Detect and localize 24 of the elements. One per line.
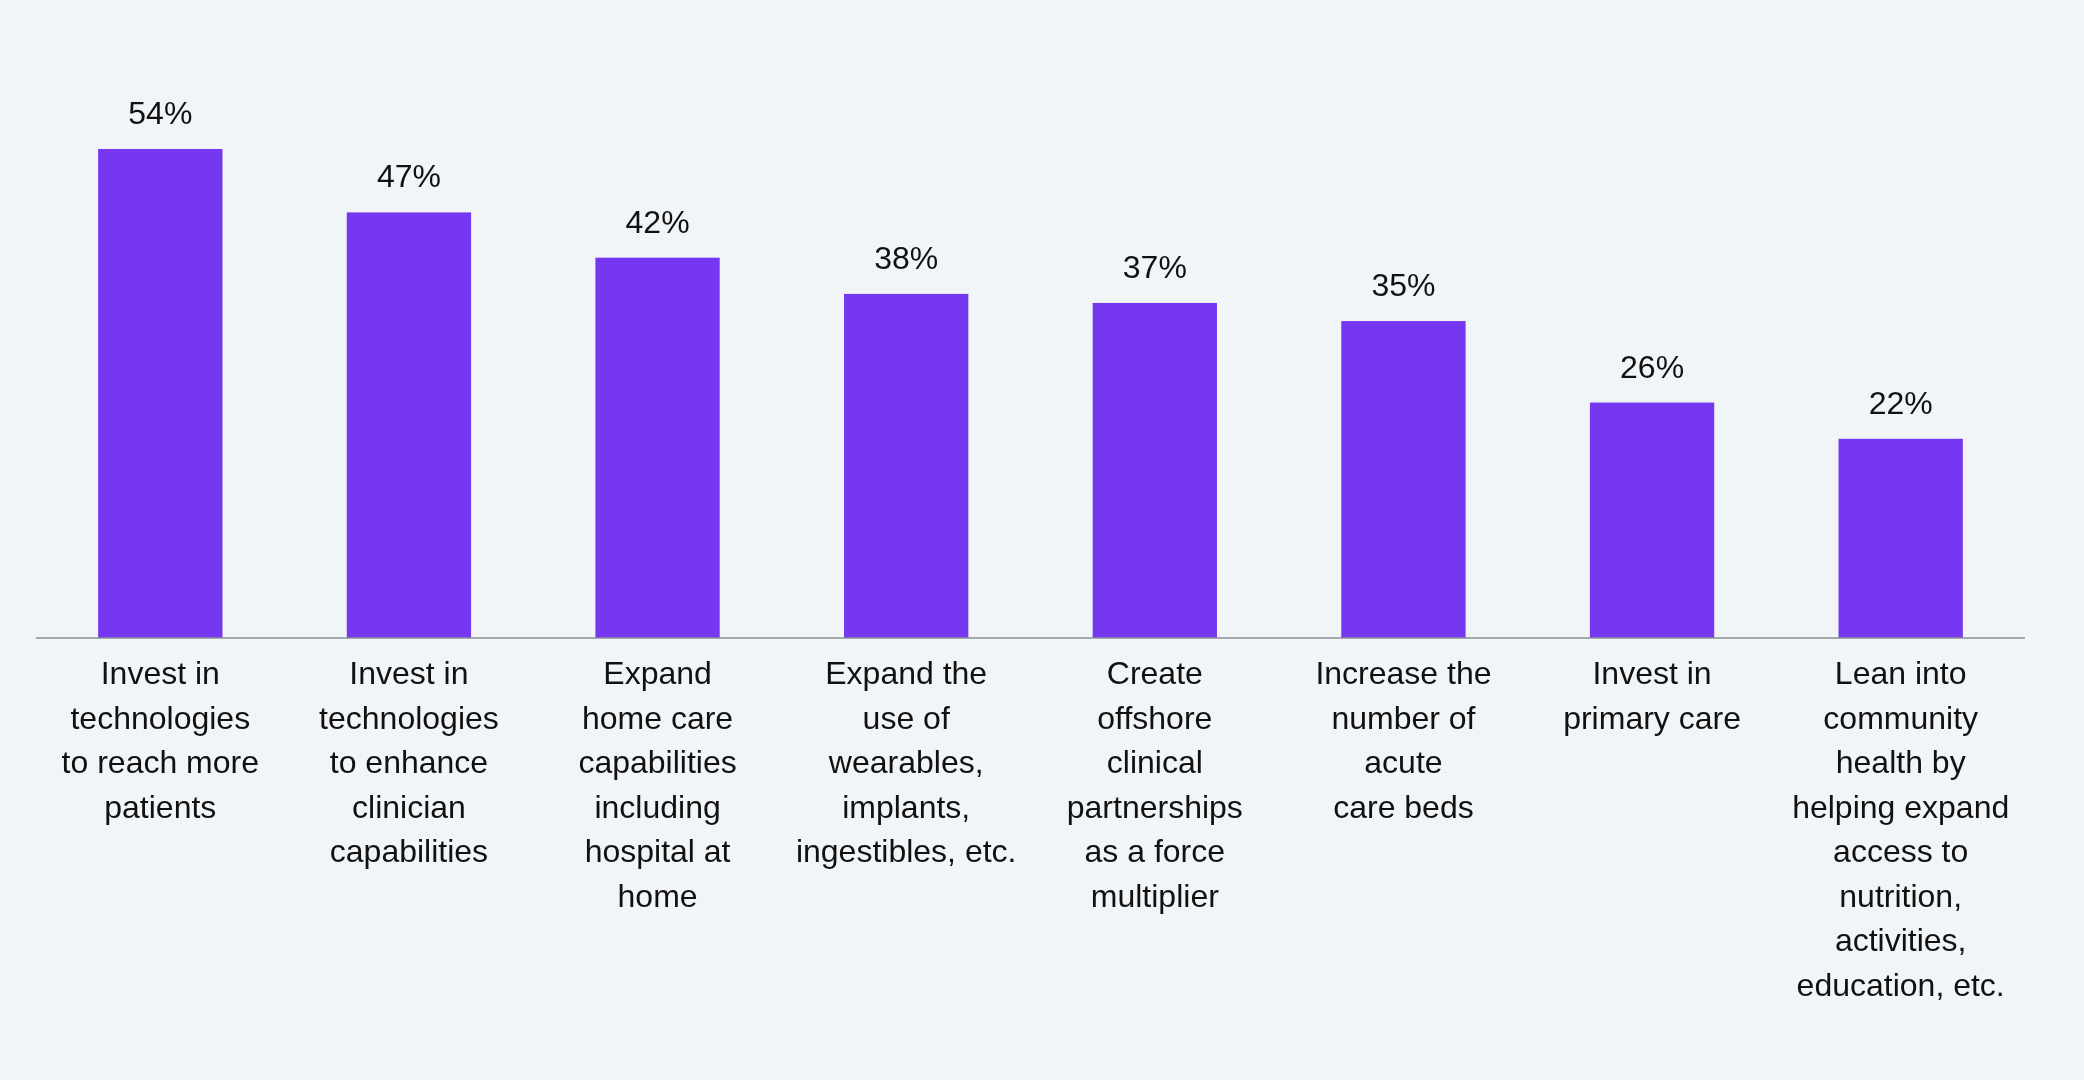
bar <box>98 149 223 638</box>
data-label: 35% <box>1371 267 1436 304</box>
x-tick-label: Invest in technologies to enhance clinician capabilities <box>319 655 499 869</box>
data-label: 26% <box>1620 348 1685 385</box>
x-tick-label: Expand home care capabilities including hospital at home <box>578 655 737 914</box>
x-tick-label: Lean into community health by helping expand access to nutrition, activities, education, etc. <box>1792 655 2010 1003</box>
bar <box>1589 402 1715 638</box>
x-tick-label: Invest in technologies to reach more patients <box>61 655 260 825</box>
x-tick-label: Invest in primary care <box>1563 655 1741 736</box>
data-label: 37% <box>1122 248 1187 285</box>
bar <box>595 257 720 638</box>
data-label: 47% <box>376 158 441 195</box>
x-tick-label: Create offshore clinical partnerships as a force multiplier <box>1066 655 1243 914</box>
data-label: 38% <box>874 239 939 276</box>
x-tick-label: Expand the use of wearables, implants, ingestibles, etc. <box>795 655 1017 869</box>
bar <box>1838 438 1963 638</box>
bar <box>1092 302 1217 638</box>
bar <box>346 212 472 638</box>
x-tick-label: Increase the number of acute care beds <box>1315 655 1492 825</box>
data-label: 42% <box>625 203 690 240</box>
bar <box>844 293 969 638</box>
bar <box>1341 321 1466 638</box>
data-label: 22% <box>1868 384 1933 421</box>
data-label: 54% <box>128 95 193 131</box>
